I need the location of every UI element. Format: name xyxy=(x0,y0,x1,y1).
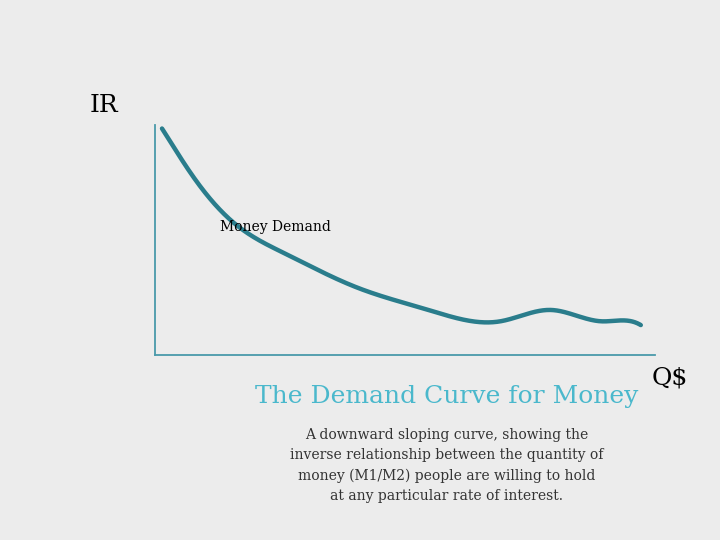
Text: A downward sloping curve, showing the: A downward sloping curve, showing the xyxy=(305,428,588,442)
Text: Q$: Q$ xyxy=(652,367,688,389)
Text: The Demand Curve for Money: The Demand Curve for Money xyxy=(255,386,638,408)
Text: money (M1/M2) people are willing to hold: money (M1/M2) people are willing to hold xyxy=(297,469,595,483)
Text: IR: IR xyxy=(90,94,119,117)
Text: Money Demand: Money Demand xyxy=(220,220,330,234)
Text: inverse relationship between the quantity of: inverse relationship between the quantit… xyxy=(289,448,603,462)
Text: at any particular rate of interest.: at any particular rate of interest. xyxy=(330,489,563,503)
